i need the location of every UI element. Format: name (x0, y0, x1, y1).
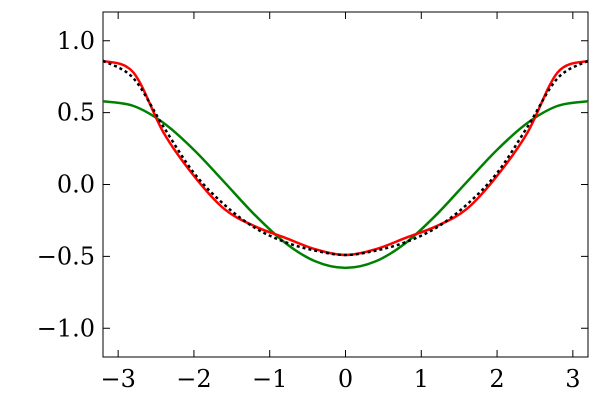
x-tick-label: 0 (338, 365, 353, 393)
x-tick-label: −2 (176, 365, 211, 393)
y-tick-label: −1.0 (37, 314, 95, 342)
x-tick-label: 1 (414, 365, 429, 393)
series-line (102, 59, 589, 257)
y-tick-label: 0.0 (57, 171, 95, 199)
x-tick-label: 3 (565, 365, 580, 393)
x-tick-label: −3 (100, 365, 135, 393)
y-tick-label: −0.5 (37, 242, 95, 270)
x-tick-label: 2 (489, 365, 504, 393)
series-line (102, 100, 589, 270)
y-tick-label: 0.5 (57, 99, 95, 127)
plot-frame (102, 11, 589, 358)
y-tick-label: 1.0 (57, 27, 95, 55)
series-line (102, 59, 589, 257)
x-tick-label: −1 (252, 365, 287, 393)
